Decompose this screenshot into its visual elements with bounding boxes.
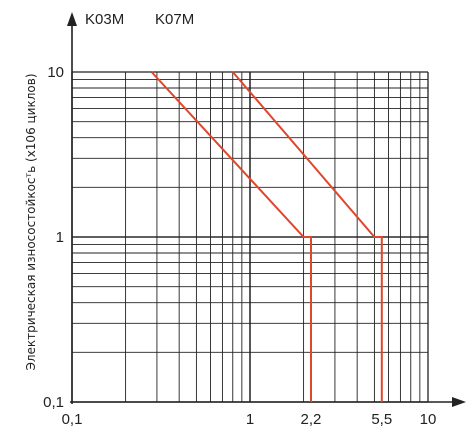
tick-labels: 0,1 1 2,2 5,5 10 0,1 1 10: [43, 64, 436, 428]
y-axis-arrow: [67, 12, 77, 26]
x-tick-label: 0,1: [62, 411, 83, 428]
series-line-k03m: [150, 71, 312, 402]
y-tick-label: 0,1: [43, 394, 64, 411]
x-tick-label: 5,5: [371, 411, 392, 428]
y-tick-label: 10: [47, 64, 64, 81]
y-axis-label: Электрическая износостойкосᵀь (х106 цикл…: [24, 74, 38, 371]
series-labels: K03M K07M: [85, 11, 194, 28]
series-line-k07m: [232, 71, 383, 402]
x-tick-label: 2,2: [301, 411, 322, 428]
axes: [67, 12, 466, 407]
x-tick-label: 1: [246, 411, 254, 428]
series-label-k07m: K07M: [155, 11, 194, 28]
series-lines: [150, 71, 383, 402]
series-label-k03m: K03M: [85, 11, 124, 28]
x-tick-label: 10: [420, 411, 437, 428]
x-axis-arrow: [452, 397, 466, 407]
y-tick-label: 1: [56, 229, 64, 246]
grid-horizontal-lines: [72, 71, 428, 403]
